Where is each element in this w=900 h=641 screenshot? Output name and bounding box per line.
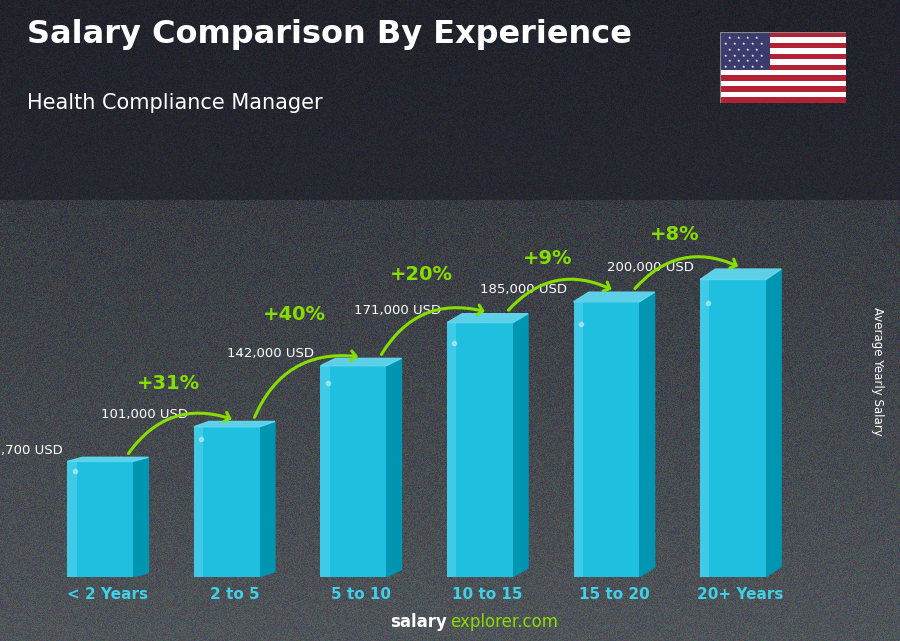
Bar <box>720 65 846 70</box>
Text: ★: ★ <box>751 65 754 69</box>
Bar <box>68 462 133 577</box>
Polygon shape <box>260 421 274 577</box>
Text: +20%: +20% <box>390 265 453 283</box>
Bar <box>68 462 76 577</box>
Bar <box>447 322 513 577</box>
Text: Average Yearly Salary: Average Yearly Salary <box>871 308 884 436</box>
Text: ★: ★ <box>742 65 745 69</box>
Text: +8%: +8% <box>650 225 699 244</box>
Text: salary: salary <box>391 613 447 631</box>
Text: ★: ★ <box>737 47 741 52</box>
Polygon shape <box>194 421 274 427</box>
Bar <box>720 81 846 87</box>
Text: ★: ★ <box>746 36 750 40</box>
Bar <box>320 366 329 577</box>
Bar <box>720 32 846 37</box>
Bar <box>720 48 846 54</box>
Text: ★: ★ <box>760 42 763 46</box>
Text: ★: ★ <box>733 65 736 69</box>
Text: ★: ★ <box>724 42 727 46</box>
Bar <box>720 32 770 70</box>
Bar <box>720 37 846 43</box>
Polygon shape <box>447 313 528 322</box>
Text: ★: ★ <box>728 36 732 40</box>
Bar <box>720 92 846 97</box>
Text: Health Compliance Manager: Health Compliance Manager <box>27 93 322 113</box>
Text: 185,000 USD: 185,000 USD <box>481 283 567 296</box>
Polygon shape <box>68 457 148 462</box>
Polygon shape <box>320 358 401 366</box>
Bar <box>573 302 583 577</box>
Text: ★: ★ <box>733 42 736 46</box>
Text: ★: ★ <box>742 53 745 58</box>
Bar <box>700 279 766 577</box>
Bar <box>447 322 456 577</box>
Bar <box>194 427 203 577</box>
Text: ★: ★ <box>742 42 745 46</box>
Text: 200,000 USD: 200,000 USD <box>607 260 694 274</box>
Text: ★: ★ <box>746 47 750 52</box>
Text: explorer.com: explorer.com <box>450 613 558 631</box>
Text: ★: ★ <box>755 60 759 63</box>
Text: ★: ★ <box>728 47 732 52</box>
Text: 77,700 USD: 77,700 USD <box>0 444 62 457</box>
Text: ★: ★ <box>755 36 759 40</box>
Text: ★: ★ <box>760 53 763 58</box>
Text: ★: ★ <box>724 53 727 58</box>
Text: ★: ★ <box>760 65 763 69</box>
Text: +9%: +9% <box>523 249 572 267</box>
Text: 101,000 USD: 101,000 USD <box>101 408 187 420</box>
Polygon shape <box>573 292 654 302</box>
Bar <box>720 97 846 103</box>
Bar <box>720 54 846 59</box>
Text: Salary Comparison By Experience: Salary Comparison By Experience <box>27 19 632 50</box>
Bar <box>720 43 846 48</box>
Bar <box>720 59 846 65</box>
Text: 142,000 USD: 142,000 USD <box>227 347 314 360</box>
Polygon shape <box>513 313 528 577</box>
Polygon shape <box>700 269 781 279</box>
Text: ★: ★ <box>751 53 754 58</box>
Polygon shape <box>639 292 654 577</box>
Bar <box>720 87 846 92</box>
Text: ★: ★ <box>737 36 741 40</box>
Bar <box>320 366 386 577</box>
Text: 171,000 USD: 171,000 USD <box>354 304 441 317</box>
Text: ★: ★ <box>724 65 727 69</box>
Bar <box>573 302 639 577</box>
Bar <box>720 76 846 81</box>
Text: ★: ★ <box>755 47 759 52</box>
Bar <box>700 279 709 577</box>
Bar <box>194 427 260 577</box>
Polygon shape <box>386 358 401 577</box>
Polygon shape <box>766 269 781 577</box>
Polygon shape <box>133 457 148 577</box>
Text: +31%: +31% <box>137 374 200 394</box>
Text: ★: ★ <box>728 60 732 63</box>
Text: ★: ★ <box>737 60 741 63</box>
Text: +40%: +40% <box>263 304 326 324</box>
Text: ★: ★ <box>746 60 750 63</box>
Text: ★: ★ <box>751 42 754 46</box>
Bar <box>720 70 846 76</box>
Text: ★: ★ <box>733 53 736 58</box>
